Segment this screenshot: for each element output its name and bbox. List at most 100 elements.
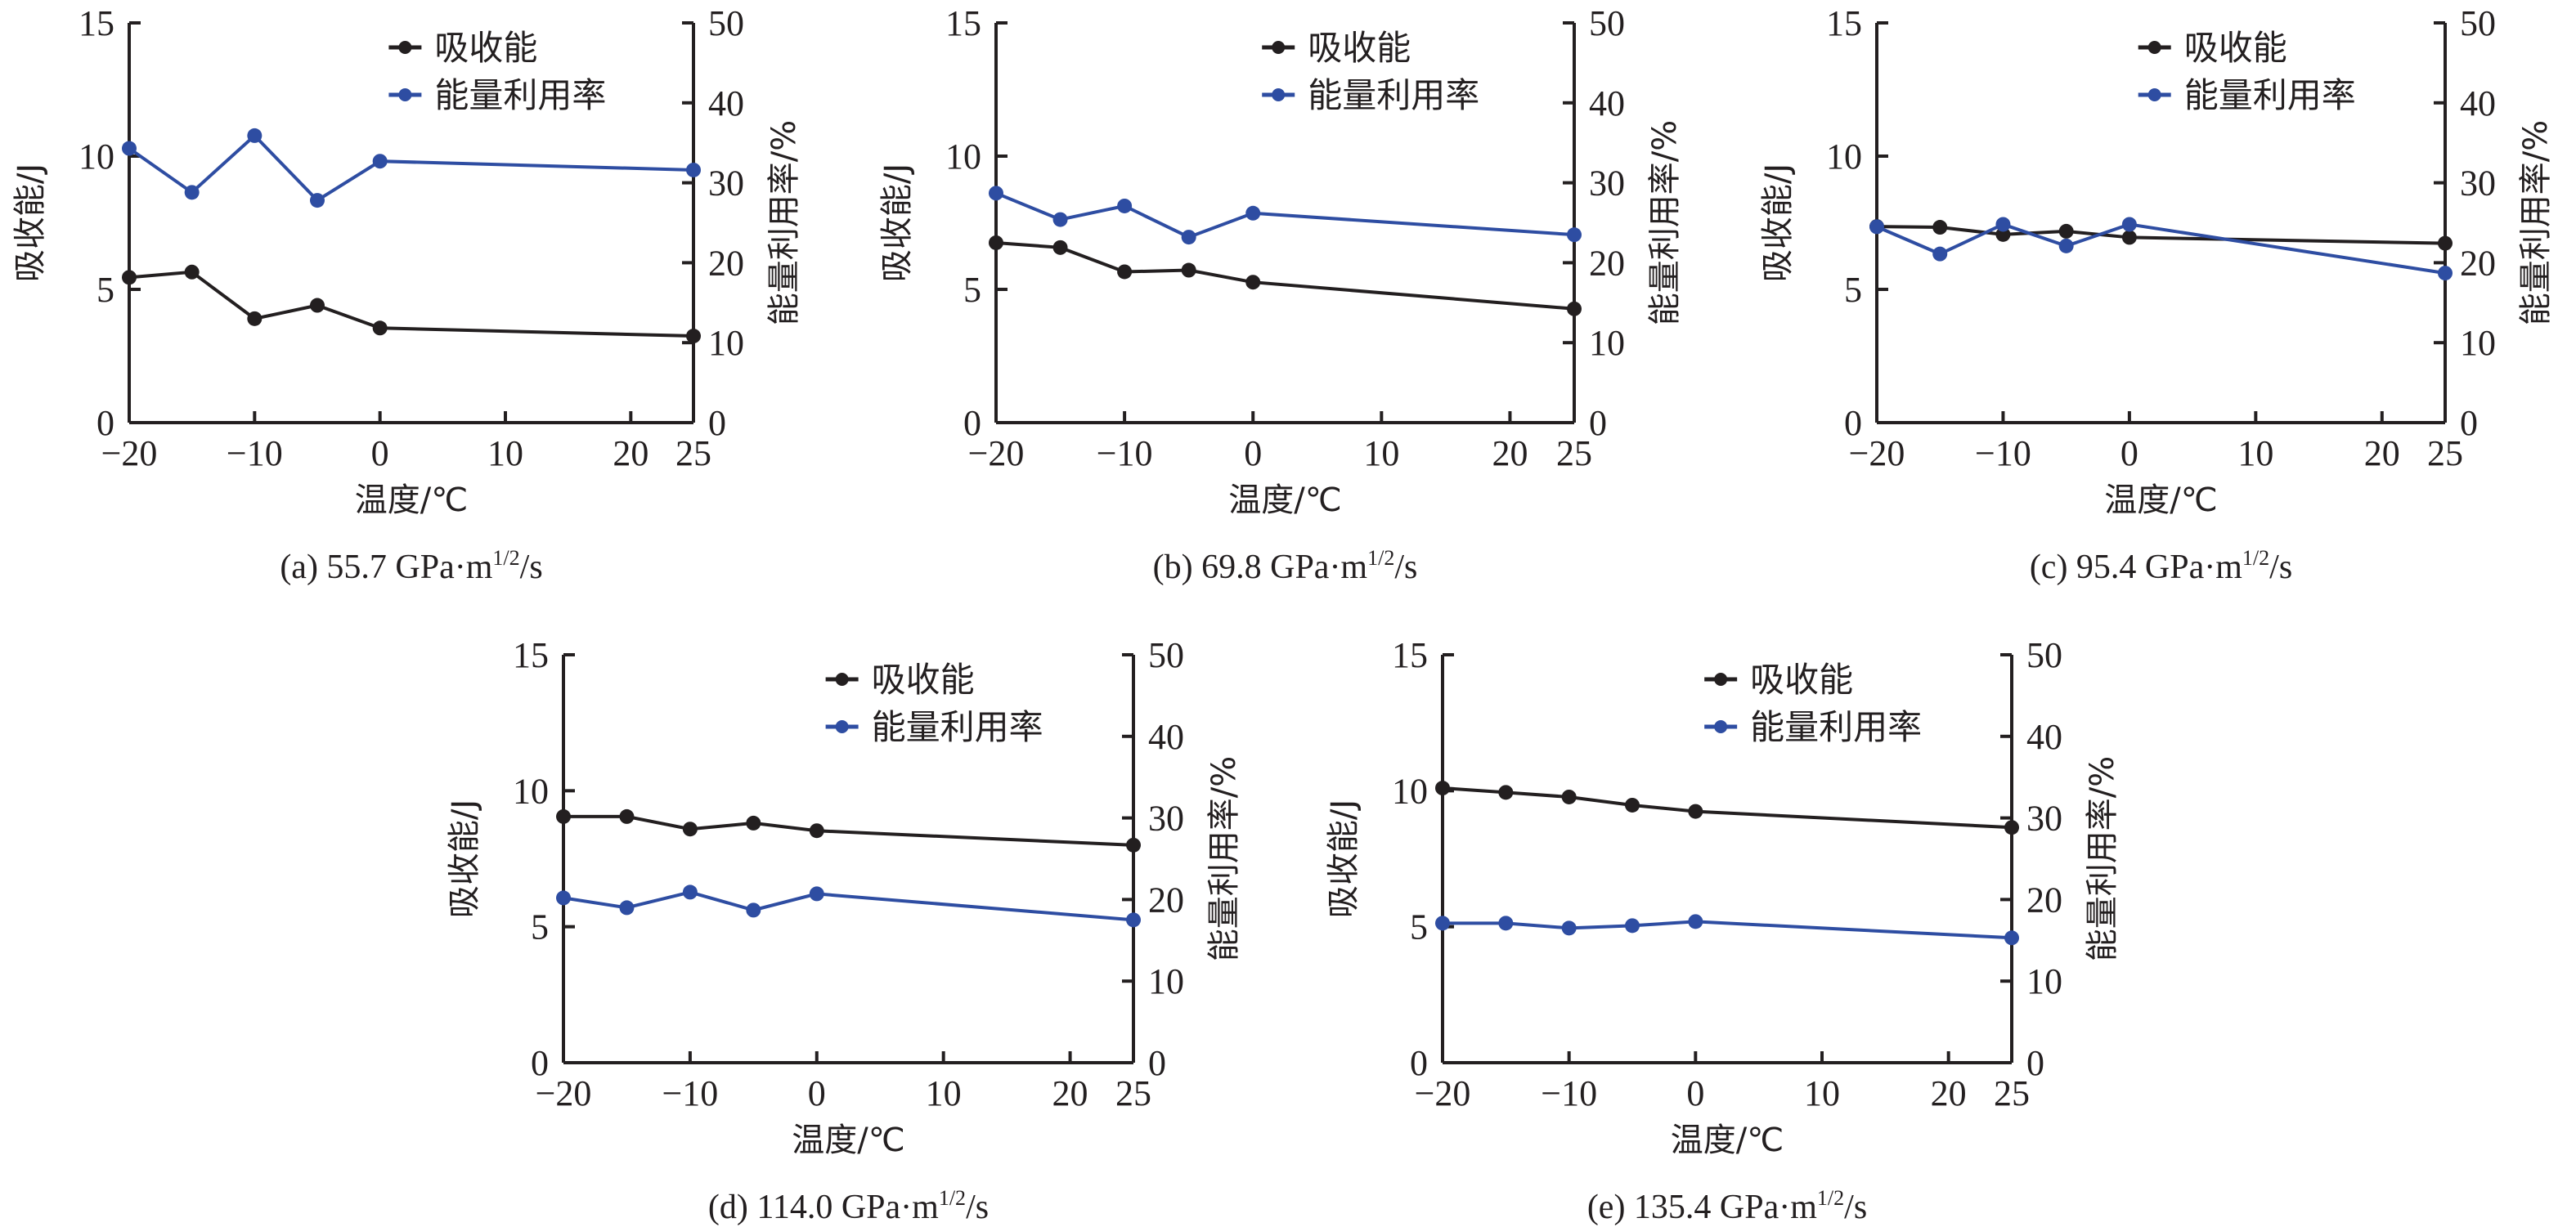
right-y-tick-label: 10	[2026, 961, 2062, 1001]
right-y-tick-label: 50	[2460, 3, 2496, 43]
data-point	[184, 185, 200, 200]
right-y-tick-label: 20	[1148, 880, 1184, 920]
right-y-tick-label: 40	[708, 83, 744, 123]
series-line-absorbed-energy	[1442, 786, 2013, 830]
legend-label: 吸收能	[434, 28, 537, 68]
x-axis-title: 温度/℃	[2104, 481, 2217, 519]
right-y-tick-label: 20	[708, 243, 744, 283]
panel-caption: (b) 69.8 GPa·m1/2/s	[1153, 546, 1418, 586]
data-point	[2058, 223, 2074, 239]
data-point	[122, 270, 137, 285]
data-point	[2058, 238, 2074, 253]
series-line-absorbed-energy	[128, 270, 694, 338]
data-point	[682, 822, 698, 837]
legend-marker	[1272, 41, 1286, 54]
legend-marker	[398, 41, 412, 54]
x-tick-label: 0	[1686, 1073, 1704, 1113]
data-point	[1625, 797, 1640, 813]
data-point	[1117, 198, 1133, 213]
data-point	[1245, 205, 1261, 221]
series-line-energy-utilization	[1443, 920, 2013, 940]
left-y-tick-label: 10	[1826, 137, 1862, 177]
data-point	[1117, 264, 1133, 280]
data-point	[1995, 217, 2011, 232]
x-tick-label: 25	[1556, 433, 1592, 473]
data-point	[2121, 230, 2137, 245]
left-y-tick-label: 5	[96, 270, 114, 310]
legend-marker	[835, 673, 849, 686]
x-axis-title: 温度/℃	[355, 481, 468, 519]
data-point	[1869, 219, 1884, 235]
right-y-tick-label: 10	[1589, 323, 1625, 363]
right-y-axis-title: 能量利用率/%	[1205, 756, 1243, 961]
series-line-energy-utilization	[128, 133, 694, 203]
right-y-tick-label: 20	[2026, 880, 2062, 920]
data-point	[989, 235, 1003, 250]
legend-label: 能量利用率	[2184, 75, 2356, 115]
x-tick-label: 10	[2237, 433, 2273, 473]
caption-text: (c) 95.4 GPa·m	[2030, 549, 2242, 586]
left-y-tick-label: 15	[1826, 3, 1862, 43]
legend-label: 能量利用率	[872, 707, 1043, 747]
legend-marker	[398, 88, 412, 101]
data-point	[1052, 240, 1068, 255]
caption-superscript: 1/2	[1817, 1186, 1844, 1210]
panel-c: 0 5 10 15 0 10 20 30 40 50 −20 −10 0 10 20 25 温度/℃ 吸收能/J 能…	[1759, 3, 2555, 586]
series-line-energy-utilization	[1876, 222, 2446, 275]
left-y-tick-label: 0	[963, 403, 981, 443]
x-tick-label: 10	[1363, 433, 1399, 473]
right-y-tick-label: 30	[1589, 163, 1625, 204]
right-y-tick-label: 30	[1148, 799, 1184, 839]
x-tick-label: 10	[487, 433, 523, 473]
caption-text: (b) 69.8 GPa·m	[1153, 549, 1368, 586]
data-point	[1498, 785, 1514, 800]
caption-text: (d) 114.0 GPa·m	[708, 1189, 939, 1226]
x-tick-label: 20	[613, 433, 648, 473]
x-tick-label: 20	[1931, 1073, 1967, 1113]
data-point	[2121, 217, 2137, 232]
right-y-tick-label: 0	[2026, 1043, 2044, 1083]
right-y-tick-label: 40	[2026, 717, 2062, 757]
x-tick-label: 0	[808, 1073, 826, 1113]
series-line-absorbed-energy	[563, 814, 1134, 847]
right-y-axis-title: 能量利用率/%	[2084, 756, 2121, 961]
legend-marker	[2147, 88, 2161, 101]
data-point	[1126, 912, 1141, 928]
legend-label: 能量利用率	[1308, 75, 1479, 115]
left-y-tick-label: 0	[531, 1043, 549, 1083]
legend-label: 吸收能	[1308, 28, 1411, 68]
data-point	[686, 329, 701, 344]
data-point	[746, 815, 761, 831]
legend-marker	[1714, 673, 1728, 686]
left-y-tick-label: 5	[963, 270, 981, 310]
data-point	[619, 808, 635, 824]
caption-suffix: /s	[1844, 1189, 1867, 1226]
data-point	[310, 193, 325, 208]
x-tick-label: 20	[1492, 433, 1528, 473]
data-point	[619, 900, 635, 916]
x-tick-label: 25	[1115, 1073, 1151, 1113]
right-y-tick-label: 0	[708, 403, 726, 443]
right-y-axis-title: 能量利用率/%	[2517, 120, 2555, 325]
legend-label: 吸收能	[2184, 28, 2287, 68]
data-point	[746, 902, 761, 918]
right-y-tick-label: 40	[1589, 83, 1625, 123]
right-y-tick-label: 0	[2460, 403, 2478, 443]
x-tick-label: 0	[371, 433, 389, 473]
data-point	[2438, 266, 2453, 281]
series-line-absorbed-energy	[995, 240, 1575, 311]
right-y-tick-label: 50	[1148, 635, 1184, 675]
panel-caption: (e) 135.4 GPa·m1/2/s	[1587, 1186, 1867, 1226]
data-point	[1932, 220, 1948, 235]
legend-marker	[2147, 41, 2161, 54]
data-point	[1245, 275, 1261, 290]
x-tick-label: 0	[1244, 433, 1262, 473]
x-tick-label: 20	[2364, 433, 2400, 473]
data-point	[1126, 837, 1141, 853]
data-point	[122, 141, 137, 156]
right-y-tick-label: 50	[2026, 635, 2062, 675]
data-point	[1561, 920, 1577, 936]
caption-suffix: /s	[2269, 549, 2292, 586]
x-tick-label: 25	[2427, 433, 2463, 473]
